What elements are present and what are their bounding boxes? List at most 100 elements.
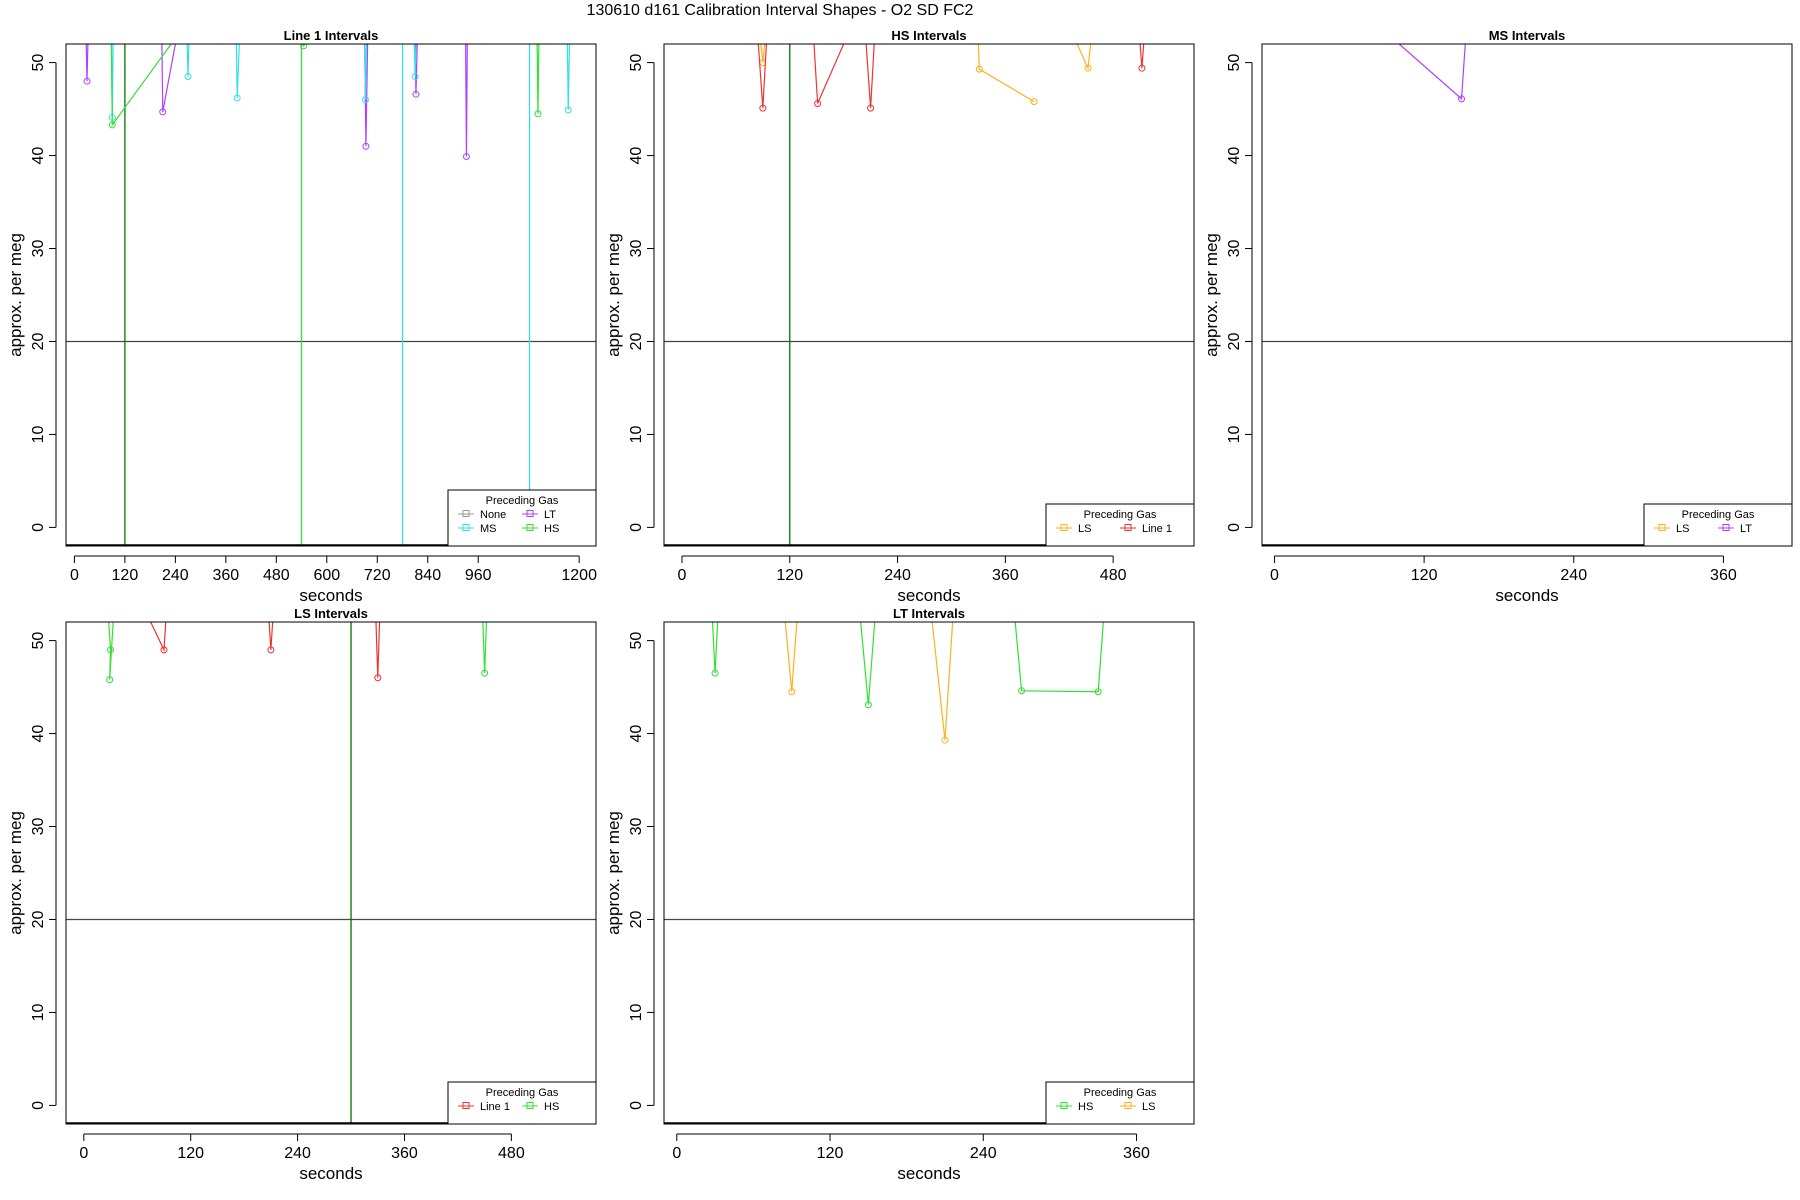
series-line-1 <box>150 622 382 682</box>
series-line <box>413 44 417 77</box>
x-tick-label: 120 <box>1411 567 1438 584</box>
y-axis-label: approx. per meg <box>6 233 25 357</box>
series-line <box>235 44 240 98</box>
data-point <box>108 121 116 129</box>
data-point <box>867 104 875 112</box>
series-line <box>931 622 954 741</box>
panel-ms-intervals: MS Intervals 0 120 240 360 seconds 0 10 20 30 40 50… <box>1202 28 1793 605</box>
legend-swatch-marker <box>462 1102 470 1109</box>
series-line <box>108 622 114 680</box>
legend-entry-label: LT <box>544 509 556 521</box>
x-axis-label: seconds <box>897 1164 960 1183</box>
legend: Preceding Gas HS LS <box>1045 1081 1195 1125</box>
legend-entry-label: LT <box>1740 523 1752 535</box>
data-point <box>864 701 872 709</box>
x-tick-label: 240 <box>884 567 911 584</box>
data-point <box>267 646 275 654</box>
y-tick-label: 50 <box>628 632 645 650</box>
series-line <box>465 44 468 157</box>
legend-swatch-marker <box>526 510 534 517</box>
y-tick-label: 30 <box>30 818 47 836</box>
data-point <box>361 96 369 104</box>
x-axis-label: seconds <box>299 586 362 605</box>
legend-swatch-marker <box>1124 1102 1132 1109</box>
series-line <box>813 44 845 104</box>
series-line <box>760 44 766 63</box>
x-tick-label: 360 <box>1123 1145 1150 1162</box>
legend-title: Preceding Gas <box>486 1087 559 1099</box>
data-point <box>1084 64 1092 72</box>
data-point <box>362 142 370 150</box>
data-point <box>564 106 572 114</box>
y-tick-label: 10 <box>30 1003 47 1021</box>
legend: Preceding Gas Line 1 HS <box>447 1081 597 1125</box>
series-line <box>977 44 1035 103</box>
series-line <box>1076 44 1092 71</box>
y-tick-label: 40 <box>30 725 47 743</box>
legend-swatch-marker <box>1722 524 1730 531</box>
y-tick-label: 0 <box>628 523 645 532</box>
y-tick-label: 20 <box>628 910 645 928</box>
series-ls <box>759 44 1092 106</box>
series-line <box>161 44 176 112</box>
panel-hs-intervals: HS Intervals 0 120 240 360 480 seconds 0 10 20 30 4… <box>604 28 1195 605</box>
x-tick-label: 360 <box>212 567 239 584</box>
plot-frame <box>663 621 1195 1125</box>
series-lt <box>1398 44 1466 103</box>
series-hs <box>106 622 489 684</box>
plot-area <box>83 44 572 546</box>
y-tick-label: 0 <box>30 523 47 532</box>
plot-frame <box>1261 43 1793 547</box>
x-axis-label: seconds <box>897 586 960 605</box>
legend-entry-label: Line 1 <box>480 1101 510 1113</box>
legend-swatch-marker <box>526 524 534 531</box>
series-line <box>536 44 540 114</box>
x-tick-label: 840 <box>414 567 441 584</box>
series-line-1 <box>757 44 1146 112</box>
legend-swatch-marker <box>1658 524 1666 531</box>
y-tick-label: 20 <box>30 910 47 928</box>
x-tick-label: 240 <box>1560 567 1587 584</box>
panel-title: MS Intervals <box>1489 28 1566 43</box>
legend-box <box>1045 503 1195 547</box>
legend-swatch-marker <box>1060 1102 1068 1109</box>
x-tick-label: 480 <box>263 567 290 584</box>
series-line <box>860 622 876 705</box>
x-tick-label: 0 <box>70 567 79 584</box>
y-tick-label: 40 <box>628 725 645 743</box>
series-lt <box>83 44 470 160</box>
y-axis-label: approx. per meg <box>6 811 25 935</box>
plot-area <box>106 622 489 1124</box>
legend-swatch-marker <box>462 510 470 517</box>
y-axis-label: approx. per meg <box>604 811 623 935</box>
x-tick-label: 0 <box>678 567 687 584</box>
y-tick-label: 20 <box>30 332 47 350</box>
x-tick-label: 0 <box>1270 567 1279 584</box>
series-hs <box>711 622 1104 709</box>
data-point <box>788 688 796 696</box>
x-axis-label: seconds <box>299 1164 362 1183</box>
series-ms <box>108 44 572 121</box>
y-tick-label: 30 <box>628 818 645 836</box>
data-point <box>411 73 419 81</box>
legend: Preceding Gas None LT MS HS <box>447 489 597 547</box>
x-tick-label: 960 <box>465 567 492 584</box>
x-tick-label: 360 <box>391 1145 418 1162</box>
x-tick-label: 720 <box>364 567 391 584</box>
panel-title: LS Intervals <box>294 606 368 621</box>
y-tick-label: 50 <box>628 54 645 72</box>
y-tick-label: 0 <box>628 1101 645 1110</box>
y-tick-label: 40 <box>30 147 47 165</box>
legend-box <box>447 1081 597 1125</box>
data-point <box>1138 64 1146 72</box>
y-tick-label: 30 <box>30 240 47 258</box>
data-point <box>462 152 470 160</box>
y-tick-label: 20 <box>628 332 645 350</box>
legend-entry-label: LS <box>1142 1101 1155 1113</box>
x-tick-label: 360 <box>992 567 1019 584</box>
y-tick-label: 10 <box>628 425 645 443</box>
x-tick-label: 600 <box>313 567 340 584</box>
legend-swatch-marker <box>1060 524 1068 531</box>
legend-title: Preceding Gas <box>1682 509 1755 521</box>
plot-area <box>757 44 1146 546</box>
